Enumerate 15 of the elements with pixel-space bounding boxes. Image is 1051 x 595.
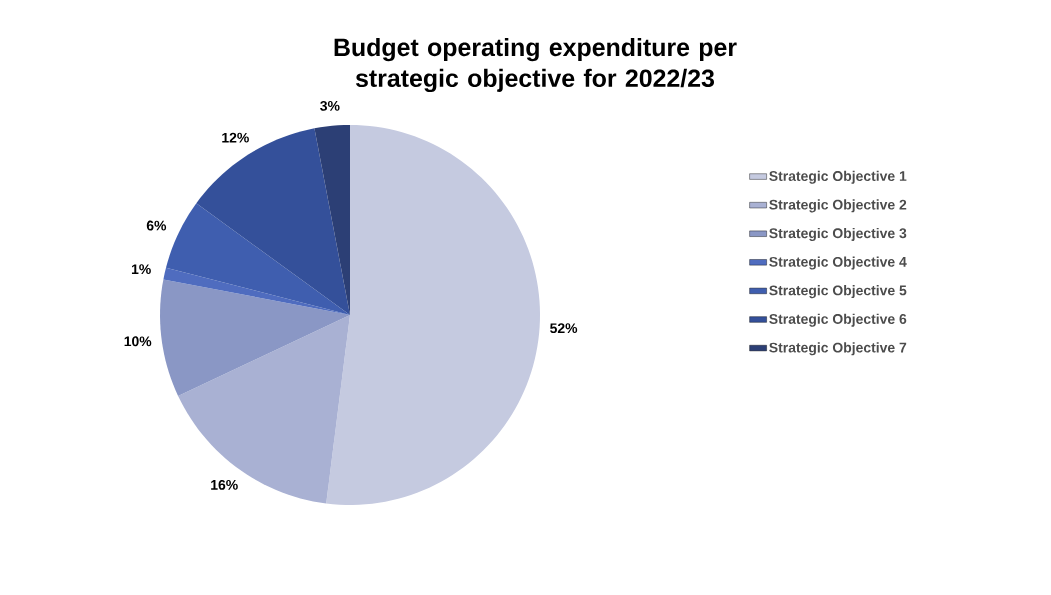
data-label: 16%	[211, 479, 238, 490]
legend-label: Strategic Objective 5	[769, 285, 907, 299]
legend-label: Strategic Objective 6	[769, 313, 907, 327]
data-label: 3%	[320, 100, 340, 111]
data-label: 52%	[550, 323, 578, 334]
data-label: 10%	[124, 336, 152, 347]
data-label: 12%	[222, 132, 249, 143]
data-label: 6%	[146, 220, 167, 231]
legend-label: Strategic Objective 3	[769, 227, 907, 241]
legend-label: Strategic Objective 7	[769, 342, 907, 356]
legend-label: Strategic Objective 4	[769, 256, 907, 270]
legend-label: Strategic Objective 1	[769, 170, 907, 184]
legend-label: Strategic Objective 2	[769, 199, 907, 213]
chart-title: Budget operating expenditure per strategic objective for 2022/23	[334, 37, 737, 93]
data-label: 1%	[131, 264, 151, 275]
